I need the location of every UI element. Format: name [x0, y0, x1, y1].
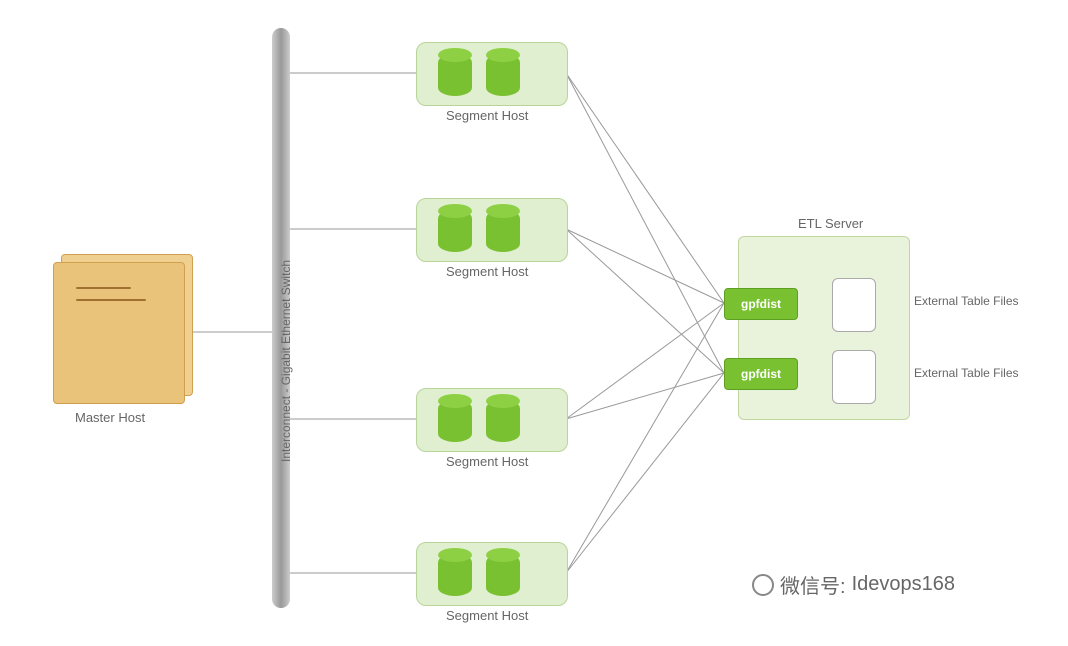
master-host-box — [53, 262, 185, 404]
etl-server-title: ETL Server — [798, 216, 863, 231]
database-disk-icon — [486, 554, 520, 596]
segment-host-label: Segment Host — [446, 108, 528, 123]
external-files-label: External Table Files — [914, 366, 1019, 380]
segment-host-label: Segment Host — [446, 608, 528, 623]
file-stack-icon — [832, 278, 876, 332]
segment-host-label: Segment Host — [446, 264, 528, 279]
database-disk-icon — [438, 400, 472, 442]
gpfdist-box: gpfdist — [724, 358, 798, 390]
database-disk-icon — [486, 54, 520, 96]
watermark-prefix: 微信号: — [780, 570, 846, 599]
switch-label: Interconnect - Gigabit Ethernet Switch — [279, 182, 293, 462]
wechat-icon — [752, 574, 774, 596]
gpfdist-box: gpfdist — [724, 288, 798, 320]
database-disk-icon — [438, 54, 472, 96]
database-disk-icon — [438, 554, 472, 596]
file-stack-icon — [832, 350, 876, 404]
master-host-label: Master Host — [75, 410, 145, 425]
external-files-label: External Table Files — [914, 294, 1019, 308]
segment-host-label: Segment Host — [446, 454, 528, 469]
database-disk-icon — [486, 210, 520, 252]
database-disk-icon — [438, 210, 472, 252]
database-disk-icon — [486, 400, 520, 442]
watermark: 微信号: Idevops168 — [752, 570, 955, 599]
watermark-text: Idevops168 — [852, 573, 955, 596]
etl-server-box — [738, 236, 910, 420]
